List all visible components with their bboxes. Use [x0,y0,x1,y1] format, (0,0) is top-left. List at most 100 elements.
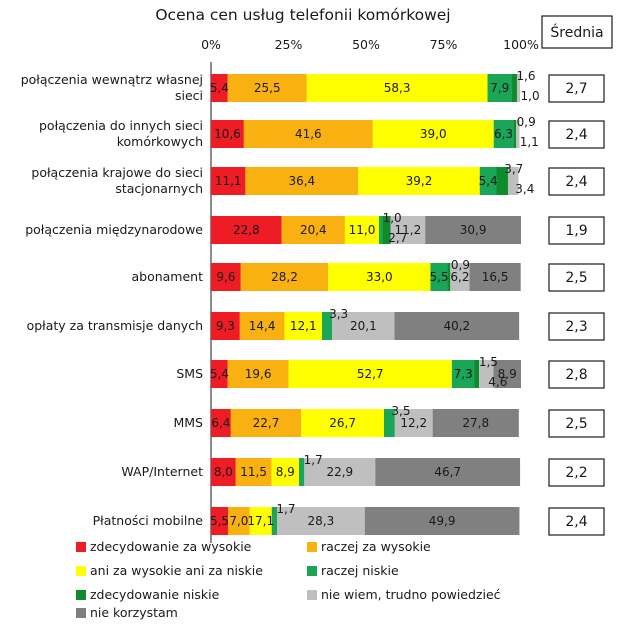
bar-segment [230,409,302,437]
average-value: 2,8 [565,367,587,383]
bar-segment [245,167,359,195]
category-label: połączenia wewnątrz własnej sieci [21,72,203,103]
bar-segment [211,409,231,437]
segment-value-label: 1,7 [276,502,295,516]
bar-segment [382,216,391,244]
bar-segment [516,74,521,102]
average-box [548,360,605,389]
bar-segment [281,216,345,244]
avg-header-box: Średnia [541,15,613,49]
average-box [548,458,605,487]
bar-segment [513,120,517,148]
bar-segment [227,74,307,102]
x-tick-label: 75% [430,37,458,52]
legend-label: zdecydowanie za wysokie [90,539,252,554]
average-value: 2,7 [565,81,587,97]
bar-segment [487,74,513,102]
segment-value-label: 30,9 [460,223,487,237]
average-value: 2,5 [565,270,587,286]
bar-segment [493,120,514,148]
segment-value-label: 7,9 [490,81,509,95]
segment-value-label: 14,4 [249,319,276,333]
segment-value-label: 16,5 [482,270,509,284]
bar-segment [379,216,383,244]
segment-value-label: 6,4 [211,416,230,430]
bar-segment [211,458,236,486]
category-label: SMS [176,366,203,381]
legend: zdecydowanie za wysokie raczej za wysokie… [76,539,501,620]
segment-value-label: 6,3 [494,127,513,141]
bar-segment [469,263,521,291]
segment-value-label: 25,5 [254,81,281,95]
bar-segment [249,507,272,535]
average-box [548,167,605,196]
average-value: 2,2 [565,465,587,481]
legend-label: zdecydowanie niskie [90,587,220,602]
segment-value-label: 0,9 [517,115,536,129]
bar-row: SMS 5,4 19,6 52,7 7,3 1,5 4,68,9 2,8 [176,355,605,389]
legend-swatch [307,542,317,552]
segment-value-label: 12,2 [400,416,427,430]
segment-value-label: 22,7 [253,416,280,430]
bar-segment [479,167,497,195]
bar-segment [277,507,365,535]
average-box [548,409,605,438]
segment-value-label: 5,4 [479,174,498,188]
bar-segment [239,312,285,340]
segment-value-label: 49,9 [429,514,456,528]
average-box [548,74,605,103]
average-box [548,312,605,341]
bar-segment [432,409,519,437]
average-value: 2,3 [565,319,587,335]
bar-row: połączenia wewnątrz własnej sieci 5,4 25,5 5… [21,69,605,103]
category-label: opłaty za transmisje danych [27,318,203,333]
segment-value-label: 1,7 [304,453,323,467]
bar-segment [394,312,520,340]
bar-segment [394,409,433,437]
segment-value-label: 52,7 [357,367,384,381]
segment-value-label: 36,4 [288,174,315,188]
legend-swatch [76,590,86,600]
average-value: 2,5 [565,416,587,432]
average-box [548,507,605,536]
segment-value-label: 9,3 [216,319,235,333]
bar-segment [271,507,278,535]
bar-segment [211,216,282,244]
legend-label: raczej za wysokie [321,539,431,554]
chart-rows: połączenia wewnątrz własnej sieci 5,4 25,5 5… [21,69,605,536]
bar-segment [211,74,228,102]
segment-value-label: 11,5 [240,465,267,479]
segment-value-label: 4,6 [488,375,507,389]
bar-segment [328,263,431,291]
segment-value-label: 28,3 [308,514,335,528]
segment-value-label: 33,0 [366,270,393,284]
bar-row: Płatności mobilne 5,5 7,017,11,7 28,3 49,9 2,… [93,502,605,536]
bar-segment [271,458,300,486]
bar-segment [227,360,289,388]
segment-value-label: 3,3 [329,307,348,321]
segment-value-label: 28,2 [271,270,298,284]
segment-value-label: 6,2 [450,270,469,284]
x-tick-label: 25% [275,37,303,52]
segment-value-label: 5,4 [210,367,229,381]
category-label: połączenia krajowe do sieci stacjonarnych [31,165,203,196]
average-box [548,263,605,292]
category-label: WAP/Internet [121,464,203,479]
bar-segment [507,167,519,195]
bar-segment [304,458,376,486]
bar-segment [512,74,517,102]
bar-segment [299,458,305,486]
segment-value-label: 1,0 [383,211,402,225]
bar-segment [375,458,521,486]
category-label: abonament [131,269,203,284]
chart-title: Ocena cen usług telefonii komórkowej [155,6,450,24]
average-box [548,120,605,149]
bar-segment [358,167,480,195]
legend-label: nie korzystam [90,605,178,620]
bar-row: WAP/Internet 8,0 11,5 8,9 1,722,9 46,7 2,2 [121,453,605,487]
segment-value-label: 22,8 [233,223,260,237]
avg-header-frame [541,15,613,49]
avg-header-label: Średnia [550,23,603,41]
bar-segment [235,458,272,486]
